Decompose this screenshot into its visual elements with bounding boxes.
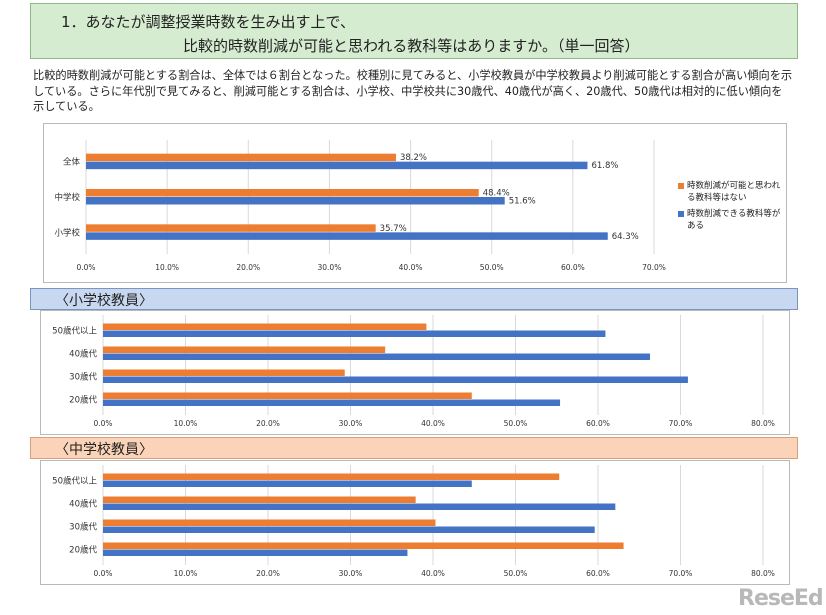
x-tick-label: 30.0% (339, 569, 363, 578)
bar (103, 549, 408, 556)
x-tick-label: 30.0% (318, 263, 342, 272)
bar (103, 346, 386, 353)
x-tick-label: 80.0% (751, 569, 775, 578)
x-tick-label: 80.0% (751, 419, 775, 428)
x-tick-label: 50.0% (480, 263, 504, 272)
x-tick-label: 10.0% (174, 419, 198, 428)
x-tick-label: 20.0% (236, 263, 260, 272)
bar (103, 353, 650, 360)
data-label: 48.4% (483, 189, 510, 199)
bar (103, 496, 416, 503)
x-tick-label: 10.0% (155, 263, 179, 272)
data-label: 51.6% (509, 197, 536, 207)
title-line-2: 比較的時数削減が可能と思われる教科等はありますか。（単一回答） (183, 37, 640, 55)
x-tick-label: 60.0% (586, 419, 610, 428)
x-tick-label: 70.0% (669, 419, 693, 428)
x-tick-label: 10.0% (174, 569, 198, 578)
category-label: 40歳代 (69, 349, 97, 360)
section-header-junior-high: 〈中学校教員〉 (30, 437, 798, 459)
category-label: 30歳代 (69, 522, 97, 533)
chart-legend: 時数削減が可能と思われる教科等はない 時数削減できる教科等がある (678, 180, 787, 236)
x-tick-label: 40.0% (399, 263, 423, 272)
bar (86, 189, 479, 197)
title-box: 1．あなたが調整授業時数を生み出す上で、 比較的時数削減が可能と思われる教科等は… (30, 3, 798, 59)
bar (103, 480, 472, 487)
data-label: 35.7% (380, 224, 407, 234)
bar (86, 153, 396, 162)
category-label: 中学校 (54, 192, 80, 203)
x-tick-label: 60.0% (561, 263, 585, 272)
legend-swatch-orange (678, 183, 684, 189)
elementary-age-chart: 0.0% 10.0% 20.0% 30.0% 40.0% 50.0% 60.0% 70.0% 8… (52, 315, 775, 428)
x-tick-label: 20.0% (256, 569, 280, 578)
x-tick-label: 70.0% (669, 569, 693, 578)
x-tick-label: 40.0% (421, 569, 445, 578)
bar (103, 376, 688, 383)
overall-chart-panel: 0.0% 10.0% 20.0% 30.0% 40.0% 50.0% 60.0% 70.0% 全… (43, 123, 787, 283)
description-text: 比較的時数削減が可能とする割合は、全体では６割台となった。校種別に見てみると、小… (33, 69, 793, 113)
overall-chart: 0.0% 10.0% 20.0% 30.0% 40.0% 50.0% 60.0% 70.0% 全… (54, 140, 666, 272)
section-title-junior-high: 〈中学校教員〉 (55, 442, 153, 458)
section-title-elementary: 〈小学校教員〉 (55, 293, 153, 309)
category-label: 50歳代以上 (52, 326, 97, 337)
section-header-elementary: 〈小学校教員〉 (30, 288, 798, 310)
category-label: 30歳代 (69, 372, 97, 383)
bar (103, 526, 595, 533)
junior-high-chart-panel: 0.0% 10.0% 20.0% 30.0% 40.0% 50.0% 60.0% 70.0% 8… (40, 460, 790, 585)
x-tick-label: 50.0% (504, 569, 528, 578)
x-tick-label: 0.0% (93, 569, 112, 578)
legend-item-reducible: 時数削減できる教科等がある (678, 208, 787, 232)
bar (103, 542, 624, 549)
bar (103, 503, 616, 510)
bar (86, 224, 376, 232)
category-label: 20歳代 (69, 545, 97, 556)
bar (103, 330, 606, 337)
x-tick-label: 30.0% (339, 419, 363, 428)
x-tick-label: 40.0% (421, 419, 445, 428)
bar (103, 473, 560, 480)
x-tick-label: 60.0% (586, 569, 610, 578)
bar (103, 519, 436, 526)
legend-label-reducible: 時数削減できる教科等がある (687, 209, 781, 231)
x-tick-label: 0.0% (76, 263, 95, 272)
bar (103, 399, 561, 406)
data-label: 64.3% (612, 232, 639, 242)
junior-high-age-chart: 0.0% 10.0% 20.0% 30.0% 40.0% 50.0% 60.0% 70.0% 8… (52, 465, 775, 578)
bar (86, 197, 505, 205)
category-label: 小学校 (54, 227, 80, 238)
category-label: 全体 (63, 157, 81, 168)
legend-item-no-reduction: 時数削減が可能と思われる教科等はない (678, 180, 787, 204)
data-label: 38.2% (400, 153, 427, 163)
category-label: 40歳代 (69, 499, 97, 510)
bar (103, 369, 345, 376)
x-tick-label: 50.0% (504, 419, 528, 428)
bar (86, 161, 588, 170)
x-tick-label: 20.0% (256, 419, 280, 428)
legend-label-no-reduction: 時数削減が可能と思われる教科等はない (687, 181, 781, 203)
category-label: 50歳代以上 (52, 476, 97, 487)
bar (103, 392, 472, 399)
legend-swatch-blue (678, 211, 684, 217)
x-tick-label: 0.0% (93, 419, 112, 428)
category-label: 20歳代 (69, 395, 97, 406)
title-line-1: 1．あなたが調整授業時数を生み出す上で、 (61, 13, 355, 31)
bar (103, 323, 427, 330)
resed-logo: ReseEd (738, 586, 824, 611)
elementary-chart-panel: 0.0% 10.0% 20.0% 30.0% 40.0% 50.0% 60.0% 70.0% 8… (40, 310, 790, 435)
data-label: 61.8% (591, 161, 618, 171)
bar (86, 232, 608, 240)
x-tick-label: 70.0% (642, 263, 666, 272)
